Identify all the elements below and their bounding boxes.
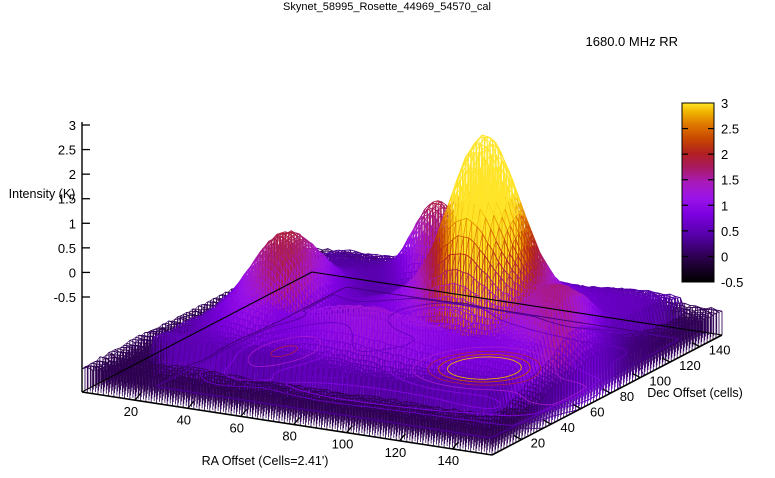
z-tick-label: 2.5 [58, 143, 76, 158]
z-tick-label: 1 [69, 216, 76, 231]
legend: 1680.0 MHz RR [586, 34, 762, 49]
x-tick [398, 433, 406, 442]
y-tick [602, 388, 612, 394]
y-tick-label: 40 [560, 420, 574, 435]
y-tick [513, 434, 522, 441]
colorbar-tick-label: 1 [721, 198, 728, 213]
colorbar-tick-label: 1.5 [721, 173, 739, 188]
y-tick [572, 403, 582, 410]
colorbar-gradient [681, 102, 715, 283]
y-tick-label: 140 [709, 343, 731, 358]
base-contour-plot [154, 286, 682, 439]
z-tick-label: 3 [69, 118, 76, 133]
z-tick-label: -0.5 [54, 290, 76, 305]
z-tick-label: 0 [69, 265, 76, 280]
x-tick-label: 140 [437, 453, 459, 468]
base-edge-back [311, 271, 723, 336]
z-tick-label: 2 [69, 167, 76, 182]
colorbar: -0.5 0 0.5 1 1.5 2 2.5 3 [681, 96, 743, 290]
x-tick-label: 20 [124, 404, 138, 419]
z-tick-label: 0.5 [58, 241, 76, 256]
y-axis-label: Dec Offset (cells) [647, 386, 743, 400]
base-edge-left [81, 271, 313, 393]
y-tick-label: 60 [590, 405, 604, 420]
colorbar-tick-label: 2 [721, 147, 728, 162]
page-title: Skynet_58995_Rosette_44969_54570_cal [283, 1, 491, 13]
y-tick-label: 100 [649, 374, 671, 389]
y-tick [543, 419, 552, 425]
x-tick [187, 400, 195, 409]
colorbar-tick-label: 2.5 [721, 122, 739, 137]
x-tick-label: 40 [177, 412, 191, 427]
y-tick-label: 20 [531, 436, 545, 451]
x-tick [346, 425, 354, 434]
x-tick-label: 120 [385, 445, 407, 460]
x-tick [451, 441, 459, 450]
axes [81, 122, 723, 456]
x-axis-label: RA Offset (Cells=2.41') [202, 454, 329, 468]
colorbar-tick-label: 0 [721, 249, 728, 264]
y-tick [661, 357, 671, 363]
colorbar-tick-label: -0.5 [721, 275, 743, 290]
colorbar-tick-label: 0.5 [721, 224, 739, 239]
x-tick [293, 417, 301, 425]
x-axis-line [81, 391, 493, 456]
y-tick-label: 120 [679, 358, 701, 373]
legend-label: 1680.0 MHz RR [586, 34, 678, 49]
x-tick-label: 100 [332, 437, 354, 452]
y-axis-line [491, 334, 723, 456]
y-tick-label: 80 [620, 389, 634, 404]
x-tick [134, 392, 142, 401]
x-tick-label: 80 [282, 429, 296, 444]
z-axis-label: Intensity (K) [9, 187, 76, 201]
colorbar-tick-label: 3 [721, 96, 728, 111]
x-tick-label: 60 [229, 420, 243, 435]
axis-labels: 2040608010012014020406080100120140-0.500… [9, 118, 743, 468]
y-tick [691, 342, 701, 348]
x-tick [240, 408, 248, 417]
z-tick-label: 1.5 [58, 192, 76, 207]
y-tick [632, 372, 641, 379]
surface-mesh [81, 134, 723, 455]
